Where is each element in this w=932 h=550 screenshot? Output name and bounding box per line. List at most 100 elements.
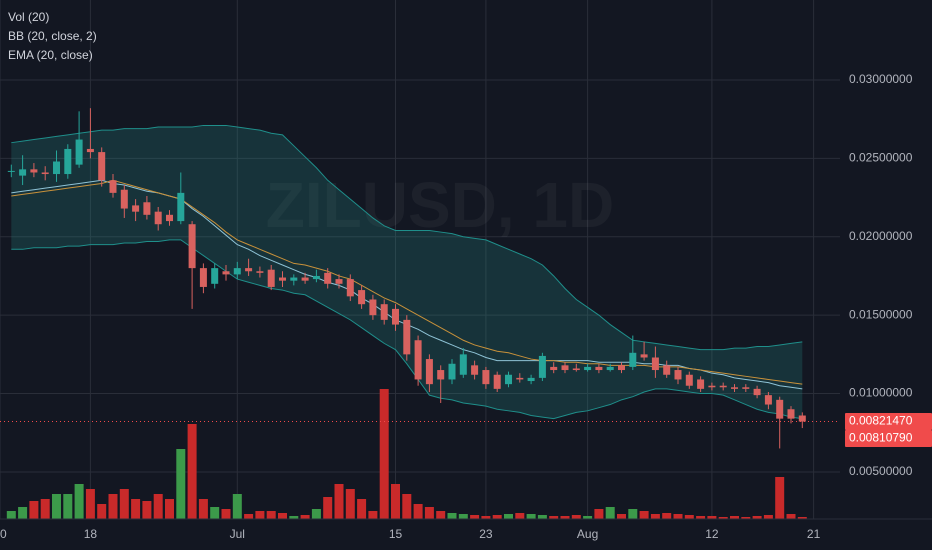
- volume-bar: [6, 511, 16, 519]
- candle-body: [7, 170, 15, 172]
- legend-entry: Vol (20): [8, 10, 49, 24]
- volume-bar: [639, 511, 649, 519]
- x-tick-label: 15: [389, 527, 403, 541]
- volume-bar: [571, 515, 581, 519]
- volume-bar: [763, 515, 773, 519]
- candle-body: [618, 365, 625, 371]
- volume-bar: [617, 514, 626, 519]
- candle-body: [572, 368, 580, 371]
- candle-body: [392, 308, 399, 325]
- volume-bar: [741, 517, 751, 519]
- candle-body: [651, 357, 659, 371]
- candle-body: [19, 169, 27, 176]
- candle-body: [731, 387, 738, 389]
- candle-body: [177, 192, 185, 222]
- price-label-box: [845, 413, 932, 431]
- volume-bar: [526, 514, 536, 519]
- ema-line: [11, 179, 803, 385]
- volume-bar: [402, 494, 412, 519]
- price-axis: 0.00500000 0.01000000 0.01500000 0.02000000…: [840, 0, 932, 550]
- candle-body: [324, 272, 332, 284]
- candle-body: [132, 205, 140, 212]
- volume-bar: [537, 515, 547, 519]
- bollinger-fill: [11, 125, 803, 419]
- volume-bar: [696, 516, 706, 519]
- volume-bar: [323, 497, 333, 519]
- candle-body: [787, 409, 795, 419]
- volume-bar: [583, 516, 593, 519]
- candle-body: [53, 161, 60, 175]
- y-tick-label: 0.03000000: [849, 72, 913, 86]
- volume-bar: [221, 509, 231, 519]
- candle-body: [120, 189, 128, 209]
- x-tick-label: 10: [0, 527, 7, 541]
- volume-bar: [289, 516, 299, 519]
- candle-body: [166, 214, 173, 222]
- candle-body: [674, 370, 682, 380]
- y-tick-label: 0.02500000: [849, 151, 913, 165]
- candle-body: [459, 354, 467, 375]
- volume-bar: [594, 509, 604, 519]
- candle-body: [527, 377, 535, 382]
- volume-bar: [18, 507, 28, 519]
- candle-body: [776, 399, 784, 419]
- candle-body: [550, 366, 558, 371]
- volume-bar: [775, 477, 785, 519]
- volume-bar: [29, 501, 39, 519]
- volume-bar: [255, 511, 265, 519]
- candle-body: [199, 268, 207, 287]
- candle-body: [403, 319, 411, 355]
- price-label-box: [845, 430, 932, 448]
- candle-body: [346, 279, 354, 297]
- volume-bar: [560, 516, 570, 519]
- candle-body: [742, 387, 750, 389]
- volume-bar: [718, 517, 728, 519]
- candle-body: [538, 355, 546, 378]
- legend-entry: BB (20, close, 2): [8, 29, 97, 43]
- x-tick-label: Aug: [577, 527, 598, 541]
- candle-body: [290, 277, 298, 281]
- candle-body: [697, 379, 705, 389]
- candle-body: [86, 148, 94, 153]
- volume-bar: [424, 507, 434, 519]
- x-tick-label: 21: [807, 527, 821, 541]
- volume-bar: [142, 501, 152, 519]
- bollinger-lower: [11, 239, 803, 420]
- volume-bar: [119, 489, 129, 519]
- candle-body: [41, 172, 49, 175]
- candle-body: [98, 152, 106, 181]
- volume-bar: [447, 513, 457, 519]
- candle-body: [471, 365, 479, 375]
- volume-bar: [311, 509, 321, 519]
- candle-body: [233, 268, 241, 275]
- candle-body: [358, 290, 366, 305]
- volume-bar: [650, 514, 660, 519]
- volume-bar: [74, 484, 84, 519]
- candle-body: [663, 365, 671, 375]
- candle-body: [584, 366, 592, 371]
- volume-bar: [515, 513, 525, 519]
- plot-area: [0, 108, 840, 519]
- volume-bar: [334, 484, 344, 519]
- volume-bar: [436, 511, 446, 519]
- volume-bar: [300, 515, 310, 519]
- candle-body: [222, 271, 230, 275]
- volume-bar: [481, 516, 491, 519]
- candle-body: [708, 385, 716, 388]
- candle-body: [301, 277, 309, 281]
- candle-body: [380, 304, 388, 320]
- bollinger-upper: [11, 124, 803, 351]
- candle-body: [719, 385, 727, 388]
- candle-body: [279, 277, 286, 281]
- watermark: ZILUSD, 1D: [266, 169, 614, 241]
- x-tick-label: 23: [479, 527, 493, 541]
- candle-body: [30, 169, 38, 173]
- x-tick-label: 18: [84, 527, 98, 541]
- candle-body: [764, 395, 772, 405]
- volume-bar: [628, 509, 638, 519]
- candle-body: [685, 374, 693, 386]
- y-tick-label: 0.01500000: [849, 307, 913, 321]
- price-label: 0.00810790: [849, 431, 913, 445]
- candle-body: [75, 139, 83, 165]
